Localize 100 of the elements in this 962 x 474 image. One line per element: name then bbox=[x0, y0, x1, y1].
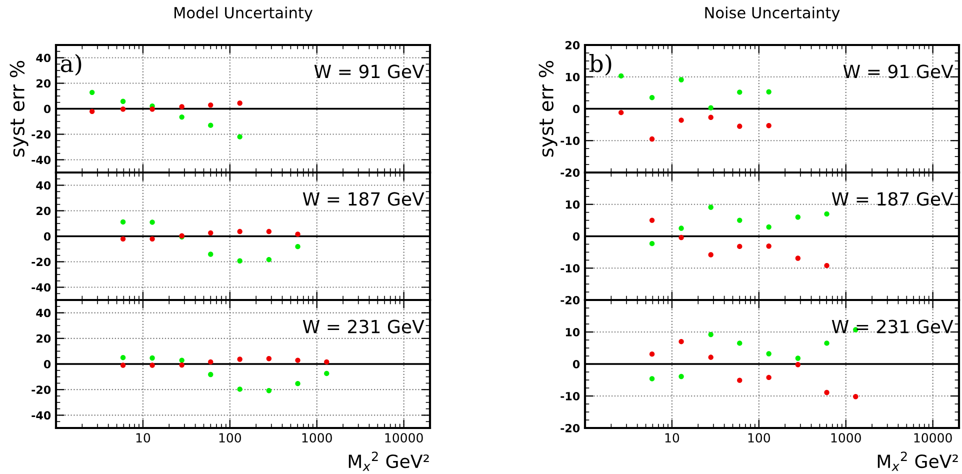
point bbox=[678, 374, 684, 380]
point bbox=[678, 77, 684, 82]
annotation: b) bbox=[589, 54, 612, 76]
point bbox=[824, 262, 830, 268]
point bbox=[120, 98, 126, 104]
point bbox=[649, 240, 655, 246]
y-tick-label: 20 bbox=[36, 79, 51, 88]
point bbox=[324, 370, 330, 376]
point bbox=[737, 218, 742, 223]
point bbox=[708, 252, 714, 258]
point bbox=[678, 339, 684, 344]
point bbox=[150, 355, 155, 361]
annotation: W = 231 GeV bbox=[832, 320, 954, 334]
point bbox=[795, 356, 801, 361]
x-tick-label: 10 bbox=[665, 433, 680, 443]
point bbox=[237, 258, 242, 264]
point bbox=[795, 362, 801, 368]
y-axis-title: syst err % bbox=[10, 60, 28, 157]
y-tick-label: 20 bbox=[36, 334, 51, 343]
point bbox=[237, 228, 242, 234]
y-tick-label: -20 bbox=[560, 168, 580, 177]
point bbox=[766, 123, 772, 128]
annotation: W = 187 GeV bbox=[832, 192, 954, 206]
point bbox=[649, 94, 655, 100]
y-axis-title: syst err % bbox=[538, 60, 558, 157]
y-tick-label: 40 bbox=[36, 308, 51, 318]
point bbox=[737, 124, 742, 129]
x-tick-label: 10 bbox=[136, 433, 150, 443]
point bbox=[120, 219, 126, 225]
x-tick-label: 10000 bbox=[914, 433, 952, 443]
point bbox=[737, 340, 742, 346]
point bbox=[208, 230, 214, 236]
point bbox=[208, 359, 214, 365]
point bbox=[766, 89, 772, 94]
point bbox=[795, 256, 801, 261]
x-tick-label: 100 bbox=[219, 433, 242, 443]
y-tick-label: 20 bbox=[566, 40, 580, 50]
point bbox=[179, 104, 184, 110]
y-tick-label: -20 bbox=[32, 130, 51, 139]
point bbox=[649, 136, 655, 142]
point bbox=[208, 252, 214, 257]
point bbox=[120, 362, 126, 368]
point bbox=[678, 234, 684, 240]
point bbox=[150, 236, 155, 242]
y-tick-label: 0 bbox=[572, 104, 580, 114]
point bbox=[266, 388, 272, 394]
point bbox=[120, 236, 126, 242]
point bbox=[708, 354, 714, 360]
point bbox=[179, 114, 184, 120]
point bbox=[266, 256, 272, 262]
point bbox=[237, 386, 242, 392]
point bbox=[649, 351, 655, 357]
y-tick-label: 0 bbox=[572, 360, 580, 368]
point bbox=[737, 378, 742, 383]
point bbox=[853, 394, 858, 400]
point bbox=[824, 390, 830, 396]
annotation: W = 187 GeV bbox=[302, 192, 424, 206]
point bbox=[150, 362, 155, 368]
point bbox=[179, 358, 184, 363]
point bbox=[295, 244, 300, 250]
y-tick-label: -20 bbox=[560, 296, 580, 304]
y-tick-label: 0 bbox=[44, 360, 51, 368]
point bbox=[766, 351, 772, 356]
y-tick-label: -40 bbox=[32, 156, 51, 164]
annotation: a) bbox=[60, 54, 82, 76]
x-axis-title: M$_{x}$$^{2}$ GeV² bbox=[348, 452, 429, 471]
point bbox=[179, 362, 184, 368]
point bbox=[208, 372, 214, 378]
point bbox=[295, 358, 300, 363]
y-tick-label: 0 bbox=[572, 232, 580, 241]
point bbox=[208, 102, 214, 108]
point bbox=[324, 359, 330, 365]
point bbox=[708, 204, 714, 210]
y-tick-label: -40 bbox=[32, 411, 51, 420]
chart-title: Model Uncertainty bbox=[174, 6, 313, 22]
point bbox=[795, 214, 801, 220]
point bbox=[295, 232, 300, 237]
chart-title: Noise Uncertainty bbox=[705, 6, 840, 22]
y-tick-label: 10 bbox=[566, 200, 580, 209]
point bbox=[649, 376, 655, 382]
point bbox=[678, 118, 684, 123]
point bbox=[120, 355, 126, 360]
point bbox=[237, 134, 242, 140]
point bbox=[649, 218, 655, 223]
point bbox=[766, 374, 772, 380]
y-tick-label: 40 bbox=[36, 54, 51, 62]
point bbox=[708, 114, 714, 120]
point bbox=[120, 106, 126, 112]
y-tick-label: -10 bbox=[560, 264, 580, 273]
annotation: W = 91 GeV bbox=[843, 64, 954, 78]
y-tick-label: 0 bbox=[44, 104, 51, 114]
x-axis-title: M$_{x}$$^{2}$ GeV² bbox=[878, 452, 958, 471]
point bbox=[824, 340, 830, 346]
x-tick-label: 100 bbox=[748, 433, 770, 443]
y-tick-label: -40 bbox=[32, 283, 51, 292]
point bbox=[678, 226, 684, 231]
point bbox=[237, 100, 242, 106]
point bbox=[766, 224, 772, 230]
point bbox=[708, 105, 714, 110]
y-tick-label: 10 bbox=[566, 328, 580, 336]
